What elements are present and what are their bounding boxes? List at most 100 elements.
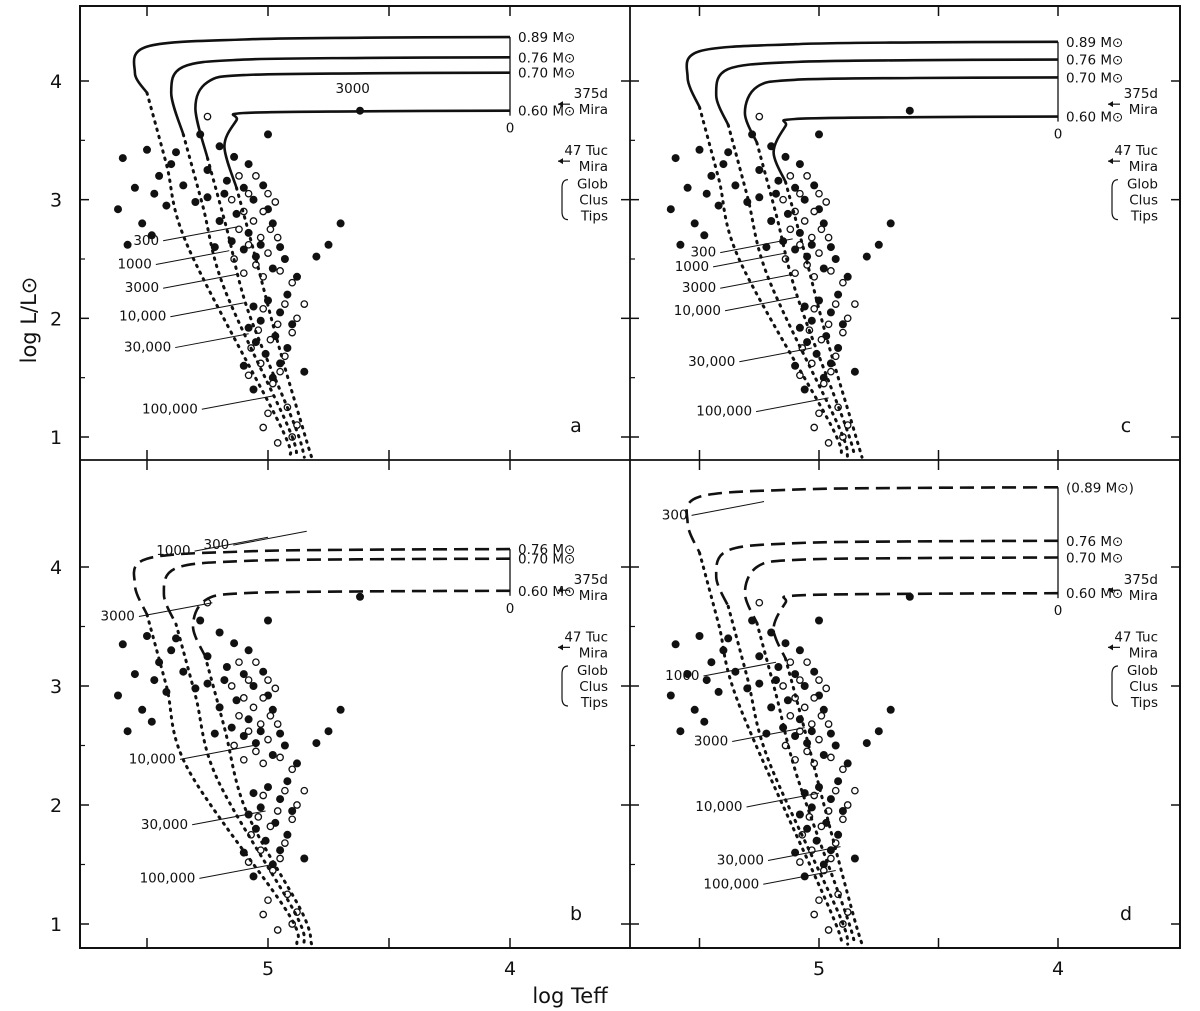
isochrone-label: 10,000 [674,303,721,319]
evolution-tracks [685,40,1059,459]
track-089-lower [698,105,843,459]
filled-point [276,729,285,738]
filled-point [239,361,248,370]
filled-point [800,682,809,690]
open-point [839,815,847,824]
side-label: Tips [580,209,608,225]
filled-point [336,219,345,228]
filled-point [676,727,685,736]
zero-label: 0 [1054,603,1063,619]
open-point [815,249,823,257]
filled-point [336,705,345,714]
side-label: 47 Tuc [1114,143,1158,159]
filled-point [239,732,248,740]
isochrone-label: 300 [133,233,159,249]
filled-point [239,183,248,192]
side-label: 47 Tuc [564,629,608,645]
isochrone-line [163,226,237,242]
open-point [824,320,833,329]
filled-point [826,729,835,738]
open-point [786,225,795,234]
filled-point [249,195,258,204]
filled-point [819,219,828,228]
filled-point [283,830,292,839]
filled-point [834,344,843,352]
filled-point [800,385,809,394]
filled-point [130,183,139,192]
open-point [239,694,248,702]
side-label: Mira [1129,159,1158,175]
mass-label: 0.60 M⊙ [518,584,575,600]
track-060-upper [772,591,1059,660]
filled-point [276,795,285,804]
isochrone-label: 3000 [125,280,159,296]
open-point [249,217,258,225]
filled-point [210,243,219,252]
open-point [293,314,301,323]
filled-point [834,777,843,786]
y-tick-label: 1 [50,427,62,449]
open-point [288,815,297,824]
side-label-arrowhead [558,587,563,594]
filled-point [838,320,847,329]
isochrone-label: 300 [690,245,716,261]
track-070-lower [755,141,857,459]
open-point [276,267,284,275]
filled-point [222,176,231,185]
filled-point [232,209,241,218]
filled-point [230,639,239,648]
filled-point [831,741,840,750]
open-point [264,896,272,905]
filled-point [702,676,711,685]
isochrone-line [703,661,777,677]
filled-point [724,634,733,643]
isochrone-line [170,302,244,318]
filled-point [795,323,804,332]
open-point [815,409,823,418]
open-point [822,198,831,206]
filled-point [215,628,224,637]
filled-point [862,252,871,261]
filled-point [239,245,248,254]
x-tick-label: 4 [504,958,516,980]
filled-point [203,679,212,688]
isochrone-line [179,745,254,760]
open-point [819,379,828,388]
open-point [815,676,823,684]
open-point [266,225,275,234]
y-tick-label: 2 [50,308,62,330]
open-point [281,300,289,308]
isochrone-line [201,394,276,410]
filled-point [807,316,816,325]
y-axis-title: log L/L⊙ [17,277,41,364]
isochrone-label: 30,000 [717,853,764,869]
isochrone-label: 3000 [694,734,728,750]
filled-point [795,810,804,819]
filled-point [220,676,229,685]
filled-point [671,154,680,163]
open-point [817,822,826,831]
filled-point [138,705,147,714]
filled-point [143,632,151,640]
filled-point [264,783,272,792]
filled-point [162,201,171,210]
filled-point [283,290,292,299]
open-point [266,822,275,831]
open-point [235,225,243,234]
isochrone-line [739,347,812,363]
track-060-lower [203,654,314,946]
filled-point [264,130,272,139]
open-point [800,703,809,712]
track-070-lower [174,622,306,946]
filled-point [779,723,788,732]
filled-point [230,152,239,161]
mass-label: 0.89 M⊙ [518,30,575,46]
filled-point [819,373,828,382]
open-point [293,801,301,809]
filled-point [249,385,258,394]
isochrone-label: 30,000 [124,340,171,356]
filled-point [755,679,764,688]
open-point [264,189,272,198]
filled-point [268,705,277,714]
filled-point [244,160,253,169]
